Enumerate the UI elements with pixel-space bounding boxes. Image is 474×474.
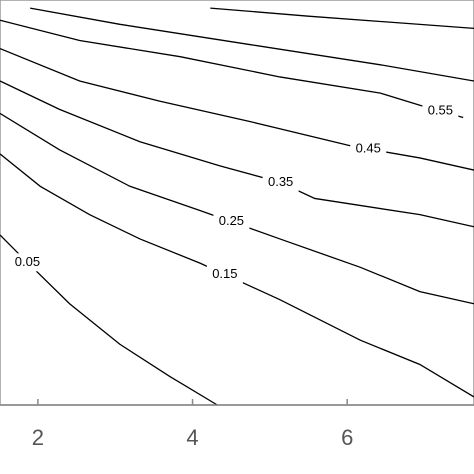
contour-label: 0.35 [268, 174, 293, 189]
x-tick-label: 4 [186, 425, 198, 450]
contour-label-bg [213, 212, 250, 231]
contour-line [0, 80, 474, 228]
contour-line [0, 153, 474, 398]
contour-line [0, 19, 464, 119]
contour-label-bg [422, 102, 459, 121]
contour-label: 0.15 [212, 266, 237, 281]
plot-frame [0, 0, 474, 406]
x-tick-label: 2 [32, 425, 44, 450]
contour-label-bg [9, 253, 46, 272]
contour-label: 0.25 [219, 213, 244, 228]
contour-line [30, 7, 474, 82]
contour-line [0, 234, 218, 406]
contour-label: 0.05 [15, 254, 40, 269]
contour-label-bg [206, 265, 243, 284]
x-tick-label: 6 [341, 425, 353, 450]
contour-line [0, 47, 474, 171]
contour-label: 0.55 [428, 102, 453, 117]
contour-line [210, 7, 474, 29]
contour-label-bg [262, 173, 299, 192]
contour-label: 0.45 [356, 140, 381, 155]
contour-label-bg [350, 139, 387, 158]
